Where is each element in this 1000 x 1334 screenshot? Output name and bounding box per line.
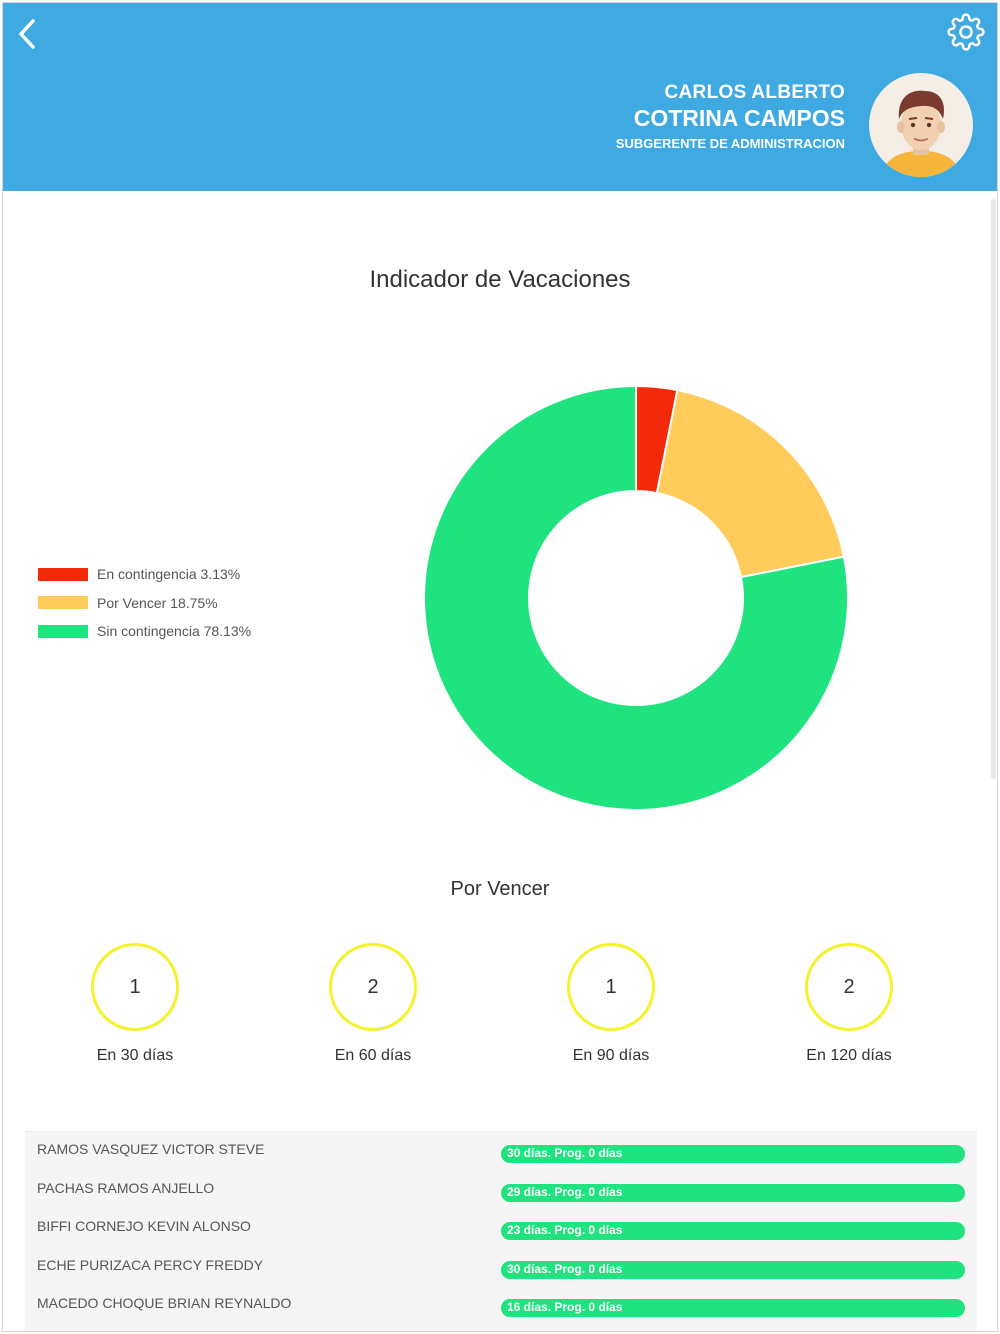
legend-label: Sin contingencia 78.13%	[97, 623, 252, 640]
bucket-count[interactable]: 2	[805, 943, 893, 1031]
vacation-status-text: 23 días. Prog. 0 días	[507, 1223, 623, 1237]
legend-item[interactable]: Sin contingencia 78.13%	[38, 617, 251, 646]
legend-swatch	[38, 624, 88, 638]
gear-icon	[947, 13, 985, 51]
employee-name: BIFFI CORNEJO KEVIN ALONSO	[37, 1218, 251, 1234]
scrollbar[interactable]	[991, 199, 996, 779]
back-button[interactable]	[13, 17, 43, 51]
vacation-status-bar: 16 días. Prog. 0 días	[501, 1299, 965, 1317]
legend-item[interactable]: En contingencia 3.13%	[38, 560, 251, 589]
chevron-left-icon	[19, 19, 35, 49]
settings-button[interactable]	[947, 13, 985, 51]
legend-item[interactable]: Por Vencer 18.75%	[38, 589, 251, 618]
donut-chart[interactable]	[421, 383, 851, 813]
bucket-count[interactable]: 1	[567, 943, 655, 1031]
por-vencer-title: Por Vencer	[450, 878, 550, 900]
employee-row[interactable]: PACHAS RAMOS ANJELLO 29 días. Prog. 0 dí…	[25, 1173, 977, 1211]
legend-label: Por Vencer 18.75%	[97, 594, 218, 611]
vacation-status-bar: 29 días. Prog. 0 días	[501, 1184, 965, 1202]
employee-row[interactable]: RAMOS VASQUEZ VICTOR STEVE 30 días. Prog…	[25, 1134, 977, 1172]
vacation-status-text: 16 días. Prog. 0 días	[507, 1300, 623, 1314]
employee-row[interactable]: MACEDO CHOQUE BRIAN REYNALDO 16 días. Pr…	[25, 1288, 977, 1326]
employee-name: MACEDO CHOQUE BRIAN REYNALDO	[37, 1295, 292, 1311]
legend-label: En contingencia 3.13%	[97, 566, 241, 583]
bucket-120-days[interactable]: 2 En 120 días	[789, 943, 909, 1065]
vacation-status-bar: 30 días. Prog. 0 días	[501, 1145, 965, 1163]
bucket-label: En 120 días	[806, 1047, 892, 1064]
user-last-name: COTRINA CAMPOS	[633, 105, 845, 131]
profile-header: CARLOS ALBERTO COTRINA CAMPOS SUBGERENTE…	[3, 3, 997, 191]
legend-swatch	[38, 567, 88, 581]
bucket-30-days[interactable]: 1 En 30 días	[75, 943, 195, 1065]
bucket-label: En 90 días	[572, 1047, 650, 1064]
vacation-status-text: 30 días. Prog. 0 días	[507, 1146, 623, 1160]
bucket-count[interactable]: 1	[91, 943, 179, 1031]
employee-name: PACHAS RAMOS ANJELLO	[37, 1180, 215, 1196]
donut-slice[interactable]	[655, 388, 846, 579]
user-first-name: CARLOS ALBERTO	[664, 82, 845, 103]
vacation-status-text: 30 días. Prog. 0 días	[507, 1262, 623, 1276]
employee-list: RAMOS VASQUEZ VICTOR STEVE 30 días. Prog…	[25, 1131, 977, 1331]
donut-slice[interactable]	[423, 384, 849, 811]
bucket-count[interactable]: 2	[329, 943, 417, 1031]
chart-title: Indicador de Vacaciones	[369, 266, 631, 293]
bucket-label: En 30 días	[96, 1047, 174, 1064]
user-avatar-icon	[881, 90, 961, 177]
chart-legend: En contingencia 3.13% Por Vencer 18.75% Si…	[38, 560, 251, 646]
bucket-label: En 60 días	[334, 1047, 412, 1064]
employee-row[interactable]: ECHE PURIZACA PERCY FREDDY 30 días. Prog…	[25, 1250, 977, 1288]
vacation-status-text: 29 días. Prog. 0 días	[507, 1185, 623, 1199]
employee-name: ECHE PURIZACA PERCY FREDDY	[37, 1257, 264, 1273]
bucket-90-days[interactable]: 1 En 90 días	[551, 943, 671, 1065]
avatar[interactable]	[869, 73, 973, 177]
employee-row[interactable]: BIFFI CORNEJO KEVIN ALONSO 23 días. Prog…	[25, 1211, 977, 1249]
employee-name: RAMOS VASQUEZ VICTOR STEVE	[37, 1141, 265, 1157]
user-role: SUBGERENTE DE ADMINISTRACION	[615, 136, 845, 151]
legend-swatch	[38, 596, 88, 610]
vacation-status-bar: 30 días. Prog. 0 días	[501, 1261, 965, 1279]
vacation-status-bar: 23 días. Prog. 0 días	[501, 1222, 965, 1240]
bucket-60-days[interactable]: 2 En 60 días	[313, 943, 433, 1065]
